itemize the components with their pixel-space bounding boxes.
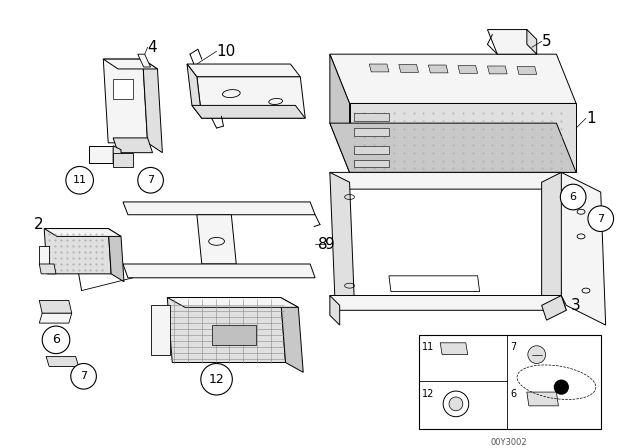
Text: 12: 12 (422, 389, 434, 399)
Text: 7: 7 (147, 175, 154, 185)
Polygon shape (440, 343, 468, 355)
Polygon shape (330, 54, 576, 103)
Polygon shape (389, 276, 479, 292)
Text: 4: 4 (148, 40, 157, 55)
Polygon shape (88, 146, 113, 163)
Circle shape (42, 326, 70, 353)
Polygon shape (123, 264, 315, 278)
Text: 11: 11 (73, 175, 86, 185)
Polygon shape (488, 30, 537, 54)
Polygon shape (44, 228, 121, 237)
Polygon shape (517, 66, 537, 74)
Circle shape (561, 184, 586, 210)
Polygon shape (355, 146, 389, 154)
Polygon shape (167, 297, 298, 307)
Polygon shape (355, 113, 389, 121)
Text: 7: 7 (80, 371, 87, 381)
Text: 5: 5 (541, 34, 551, 49)
Circle shape (138, 168, 163, 193)
Polygon shape (46, 357, 79, 366)
Text: 9: 9 (325, 237, 335, 252)
Polygon shape (103, 59, 157, 69)
Polygon shape (212, 325, 256, 345)
Polygon shape (39, 313, 72, 323)
Polygon shape (458, 65, 477, 73)
Polygon shape (150, 306, 170, 355)
Polygon shape (167, 297, 285, 362)
Polygon shape (108, 228, 124, 282)
Polygon shape (113, 79, 133, 99)
Polygon shape (103, 59, 148, 143)
Text: 3: 3 (571, 298, 581, 313)
Polygon shape (39, 264, 56, 274)
Polygon shape (138, 54, 150, 67)
Polygon shape (330, 172, 355, 306)
Text: 1: 1 (586, 111, 596, 126)
Polygon shape (192, 105, 305, 118)
Polygon shape (330, 296, 340, 325)
Polygon shape (330, 123, 576, 172)
Polygon shape (488, 66, 507, 74)
Text: 00Y3002: 00Y3002 (491, 438, 527, 448)
Circle shape (588, 206, 614, 232)
Bar (419, 335, 601, 428)
Polygon shape (541, 296, 566, 320)
Polygon shape (428, 65, 448, 73)
Text: 12: 12 (209, 373, 225, 386)
Circle shape (71, 363, 97, 389)
Polygon shape (39, 246, 49, 264)
Polygon shape (197, 215, 236, 264)
Polygon shape (44, 228, 111, 274)
Polygon shape (143, 59, 163, 153)
Polygon shape (355, 159, 389, 168)
Polygon shape (113, 153, 133, 168)
Polygon shape (197, 77, 305, 118)
Polygon shape (280, 297, 303, 372)
Polygon shape (39, 301, 72, 313)
Polygon shape (561, 172, 605, 325)
Polygon shape (330, 172, 566, 189)
Text: 8: 8 (318, 237, 328, 252)
Polygon shape (399, 65, 419, 73)
Polygon shape (187, 64, 300, 77)
Text: 6: 6 (52, 333, 60, 346)
Polygon shape (330, 296, 566, 310)
Circle shape (554, 380, 568, 394)
Polygon shape (123, 202, 315, 215)
Text: 7: 7 (510, 342, 516, 352)
Text: 10: 10 (216, 44, 236, 59)
Polygon shape (113, 146, 121, 167)
Circle shape (528, 346, 545, 363)
Polygon shape (527, 392, 558, 406)
Polygon shape (187, 64, 202, 118)
Text: 11: 11 (422, 342, 434, 352)
Polygon shape (113, 138, 152, 153)
Polygon shape (541, 172, 566, 306)
Circle shape (66, 167, 93, 194)
Text: 2: 2 (35, 217, 44, 232)
Circle shape (449, 397, 463, 411)
Text: 6: 6 (510, 389, 516, 399)
Polygon shape (527, 30, 537, 54)
Polygon shape (369, 64, 389, 72)
Text: 6: 6 (570, 192, 577, 202)
Text: 7: 7 (597, 214, 604, 224)
Circle shape (201, 363, 232, 395)
Polygon shape (355, 128, 389, 136)
Polygon shape (349, 103, 576, 172)
Polygon shape (330, 54, 349, 172)
